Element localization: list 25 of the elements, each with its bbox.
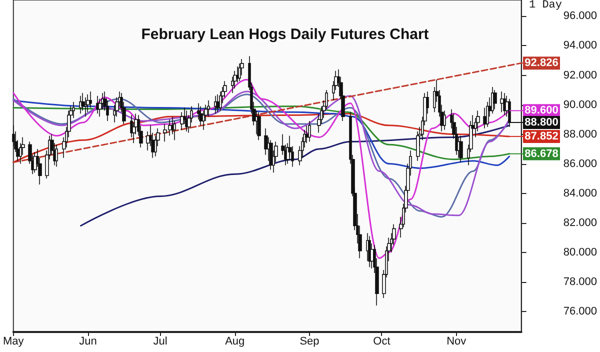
data-label: 87.852 — [524, 130, 558, 142]
text: February Lean Hogs Daily Futures Chart — [141, 26, 429, 43]
y-tick-label: 82.000 — [563, 216, 598, 229]
y-tick-label: 94.000 — [563, 40, 598, 52]
y-tick-label: 84.000 — [563, 187, 598, 200]
y-tick-label: 76.000 — [563, 305, 598, 318]
y-tick-label: 90.000 — [563, 98, 598, 111]
x-tick-label: Aug — [225, 336, 245, 348]
data-label: 92.826 — [524, 57, 558, 70]
y-tick-label: 88.000 — [563, 128, 598, 140]
data-label: 89.600 — [524, 104, 558, 117]
x-tick-label: Oct — [373, 336, 390, 348]
x-tick-label: May — [3, 336, 24, 348]
y-tick-label: 96.000 — [563, 10, 598, 22]
x-tick-label: Jul — [153, 336, 168, 348]
x-tick-label: Sep — [300, 336, 320, 348]
y-tick-label: 92.000 — [563, 69, 598, 82]
y-tick-label: 80.000 — [563, 246, 598, 258]
y-tick-label: 86.000 — [563, 158, 598, 170]
data-label: 86.678 — [524, 148, 558, 160]
y-tick-label: 78.000 — [563, 276, 598, 288]
x-tick-label: Jun — [79, 336, 97, 348]
annotation: 88.800 — [524, 116, 558, 128]
text: 1 Day — [528, 0, 562, 12]
x-tick-label: Nov — [446, 336, 467, 348]
